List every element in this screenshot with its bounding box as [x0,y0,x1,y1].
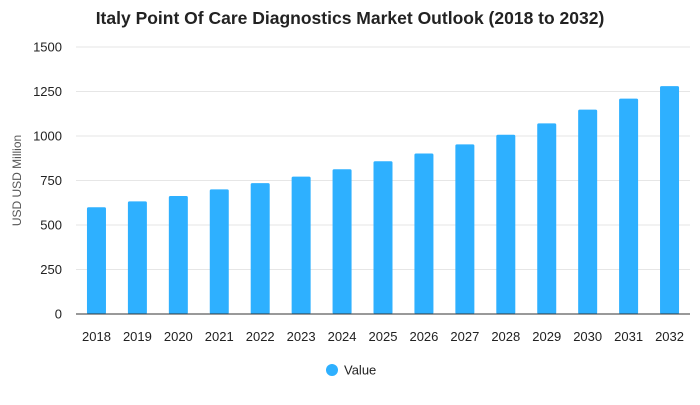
x-tick-label: 2021 [205,329,234,344]
x-tick-label: 2028 [491,329,520,344]
x-tick-label: 2019 [123,329,152,344]
legend-marker [326,364,338,376]
bar-2024[interactable] [332,169,352,314]
x-tick-label: 2024 [328,329,357,344]
x-tick-label: 2022 [246,329,275,344]
bar-2027[interactable] [455,144,475,314]
x-tick-label: 2018 [82,329,111,344]
y-tick-label: 250 [40,262,62,277]
x-tick-label: 2020 [164,329,193,344]
bar-2031[interactable] [619,98,639,315]
x-tick-label: 2030 [573,329,602,344]
bar-2018[interactable] [86,207,106,314]
bar-2020[interactable] [168,195,188,314]
x-tick-label: 2031 [614,329,643,344]
y-tick-label: 500 [40,218,62,233]
bar-2032[interactable] [660,86,680,314]
x-tick-label: 2032 [655,329,684,344]
y-tick-label: 0 [55,307,62,322]
bar-2019[interactable] [127,201,147,314]
x-tick-label: 2027 [450,329,479,344]
legend-label: Value [344,363,376,378]
axes: 0 250 500 750 1000 1250 1500 USD USD Million 201… [10,40,690,344]
bar-2021[interactable] [209,189,229,314]
x-tick-label: 2023 [287,329,316,344]
bar-2030[interactable] [578,109,598,314]
y-tick-label: 750 [40,173,62,188]
chart-title: Italy Point Of Care Diagnostics Market O… [95,8,605,28]
bar-2028[interactable] [496,134,516,314]
bar-2025[interactable] [373,161,393,314]
bar-2022[interactable] [250,183,270,314]
y-tick-label: 1250 [33,84,62,99]
y-axis-title: USD USD Million [10,135,24,226]
x-tick-label: 2029 [532,329,561,344]
bar-2029[interactable] [537,123,557,314]
x-tick-label: 2025 [369,329,398,344]
bar-2026[interactable] [414,153,434,314]
legend[interactable]: Value [326,363,376,378]
y-tick-label: 1000 [33,129,62,144]
x-tick-label: 2026 [409,329,438,344]
bars [86,86,680,315]
y-tick-label: 1500 [33,40,62,55]
bar-2023[interactable] [291,176,311,314]
